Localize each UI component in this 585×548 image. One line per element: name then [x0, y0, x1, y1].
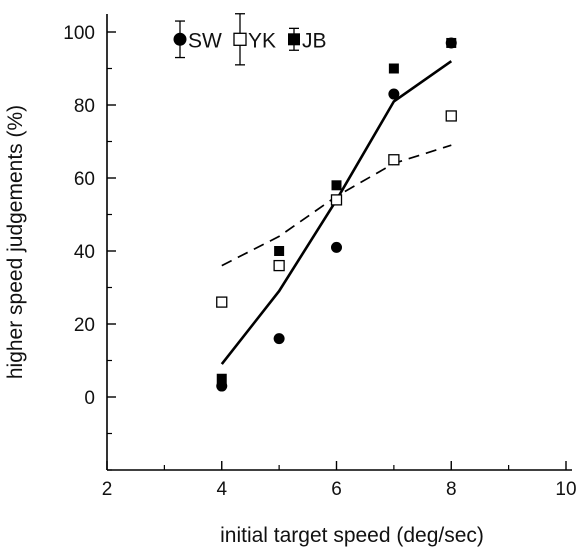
- yk-point: [273, 259, 285, 272]
- yk-legend-marker: [233, 32, 247, 46]
- y-tick-label: 0: [84, 388, 95, 409]
- jb-legend-label: JB: [302, 29, 327, 52]
- sw-legend-marker: [173, 32, 187, 46]
- y-axis-label: higher speed judgements (%): [4, 105, 27, 379]
- solid-fit-line: [220, 60, 453, 365]
- yk-point: [388, 154, 400, 166]
- x-tick-label: 4: [216, 479, 227, 500]
- sw-legend-label: SW: [188, 29, 222, 52]
- jb-point: [446, 37, 457, 48]
- x-axis-label: initial target speed (deg/sec): [220, 524, 484, 547]
- fit-lines: [220, 60, 453, 365]
- legend: SW YK JB: [173, 13, 327, 66]
- x-tick-label: 6: [331, 479, 342, 500]
- sw-point: [388, 88, 400, 100]
- sw-point: [273, 333, 285, 345]
- yk-point: [330, 194, 343, 206]
- data-points: [216, 37, 457, 392]
- jb-legend-marker: [288, 33, 300, 46]
- y-tick-label: 20: [74, 315, 95, 336]
- y-tick-label: 100: [63, 23, 95, 44]
- yk-legend-label: YK: [248, 29, 276, 52]
- x-tick-label: 2: [102, 479, 113, 500]
- jb-point: [388, 63, 399, 74]
- y-tick-label: 80: [74, 96, 95, 117]
- jb-point: [331, 180, 342, 191]
- yk-point: [216, 296, 228, 308]
- x-tick-label: 10: [555, 479, 576, 500]
- sw-point: [331, 241, 342, 253]
- y-tick-label: 40: [74, 242, 95, 263]
- jb-point: [274, 246, 285, 256]
- jb-point: [216, 373, 227, 384]
- y-tick-label: 60: [74, 169, 95, 190]
- x-tick-label: 8: [446, 479, 457, 500]
- yk-point: [445, 110, 457, 122]
